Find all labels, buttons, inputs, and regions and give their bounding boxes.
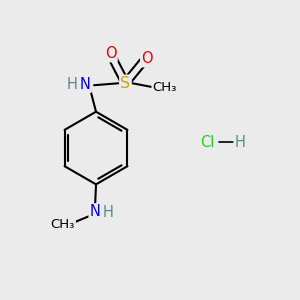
Text: CH₃: CH₃	[50, 218, 75, 231]
Text: O: O	[105, 46, 117, 61]
Text: O: O	[141, 51, 153, 66]
Text: S: S	[120, 76, 130, 91]
Text: H: H	[102, 205, 113, 220]
Text: N: N	[90, 204, 101, 219]
Text: N: N	[80, 77, 91, 92]
Text: H: H	[67, 77, 78, 92]
Text: H: H	[235, 135, 246, 150]
Text: CH₃: CH₃	[152, 81, 177, 94]
Text: Cl: Cl	[200, 135, 214, 150]
